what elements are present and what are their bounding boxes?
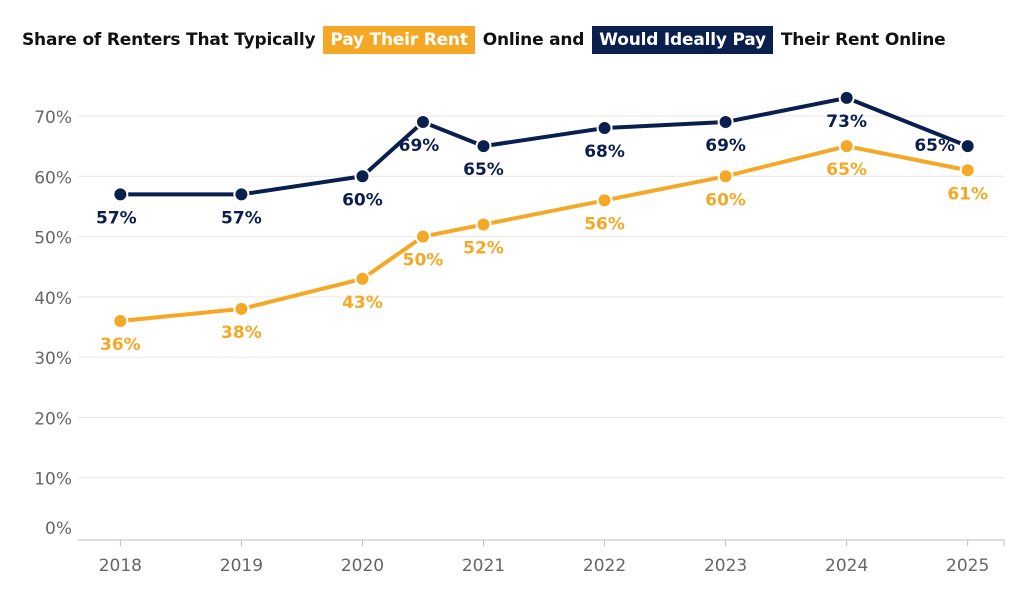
data-label: 68% [584, 142, 625, 162]
y-tick-label: 20% [34, 409, 72, 429]
data-point [233, 186, 250, 203]
data-point [354, 168, 371, 185]
title-part-5: Their Rent Online [780, 30, 946, 50]
data-point [717, 114, 734, 131]
data-label: 43% [342, 293, 383, 313]
data-point [414, 228, 431, 245]
chart-title: Share of Renters That Typically Pay Thei… [22, 22, 953, 58]
data-label: 50% [403, 251, 444, 271]
y-tick-label: 40% [34, 289, 72, 309]
y-tick-label: 30% [34, 349, 72, 369]
data-point [112, 186, 129, 203]
x-tick-label: 2025 [946, 556, 989, 576]
data-point [112, 312, 129, 329]
data-label: 52% [463, 239, 504, 259]
data-point [354, 270, 371, 287]
title-part-1: Share of Renters That Typically [22, 30, 316, 50]
x-tick-label: 2019 [220, 556, 263, 576]
y-tick-label: 10% [34, 470, 72, 490]
data-point [959, 162, 976, 179]
data-label: 57% [96, 208, 137, 228]
data-label: 73% [826, 112, 867, 132]
data-label: 61% [947, 184, 988, 204]
y-tick-label: 60% [34, 168, 72, 188]
data-label: 56% [584, 214, 625, 234]
title-tag-would-ideally-pay: Would Ideally Pay [592, 26, 773, 54]
data-point [475, 138, 492, 155]
data-point [596, 192, 613, 209]
data-label: 69% [399, 136, 440, 156]
data-label: 38% [221, 323, 262, 343]
data-label: 57% [221, 208, 262, 228]
data-point [959, 138, 976, 155]
data-point [717, 168, 734, 185]
data-label: 65% [826, 160, 867, 180]
data-point [596, 120, 613, 137]
title-part-3: Online and [482, 30, 585, 50]
x-tick-label: 2024 [825, 556, 868, 576]
data-point [414, 114, 431, 131]
y-tick-label: 50% [34, 229, 72, 249]
y-tick-label: 70% [34, 108, 72, 128]
data-point [475, 216, 492, 233]
data-point [838, 89, 855, 106]
data-label: 69% [705, 136, 746, 156]
data-label: 65% [914, 136, 955, 156]
data-label: 60% [705, 190, 746, 210]
x-tick-label: 2020 [341, 556, 384, 576]
x-tick-label: 2018 [99, 556, 142, 576]
x-tick-label: 2022 [583, 556, 626, 576]
title-tag-pay-their-rent: Pay Their Rent [323, 26, 475, 54]
x-tick-label: 2021 [462, 556, 505, 576]
data-point [233, 300, 250, 317]
data-label: 60% [342, 190, 383, 210]
data-label: 36% [100, 335, 141, 355]
x-tick-label: 2023 [704, 556, 747, 576]
data-point [838, 138, 855, 155]
data-label: 65% [463, 160, 504, 180]
y-tick-label: 0% [45, 519, 72, 539]
